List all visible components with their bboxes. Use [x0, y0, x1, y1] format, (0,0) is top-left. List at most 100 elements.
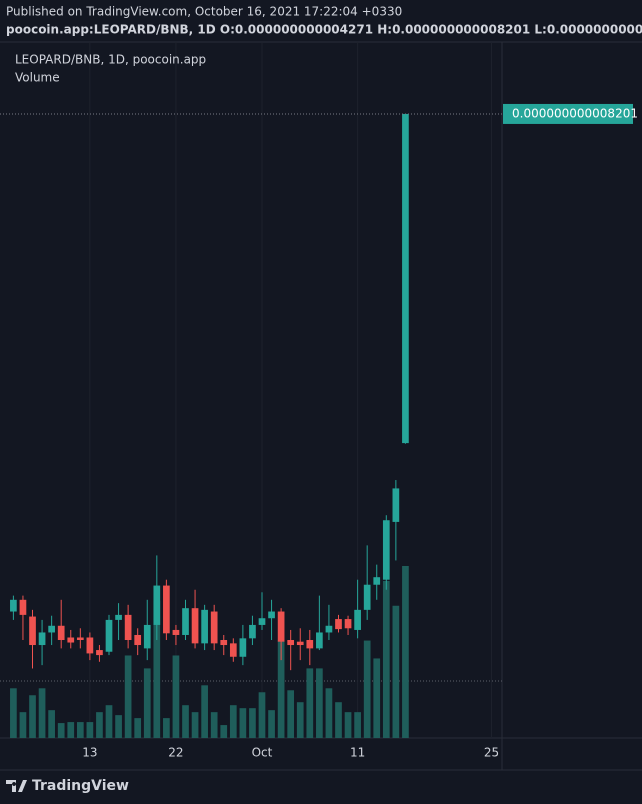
volume-bar: [363, 640, 371, 738]
volume-bar: [325, 688, 333, 738]
volume-bar: [163, 718, 170, 738]
candle-body: [201, 609, 208, 644]
candle-body: [210, 611, 218, 644]
volume-bar: [153, 600, 161, 738]
volume-bar: [316, 668, 323, 738]
volume-bar: [344, 712, 352, 738]
volume-bar: [38, 688, 46, 738]
candle-body: [172, 629, 180, 635]
volume-bar: [67, 722, 75, 738]
volume-bar: [229, 705, 237, 738]
candle-body: [296, 641, 304, 646]
volume-bar: [335, 702, 342, 738]
candle-body: [153, 585, 161, 625]
volume-bar: [115, 715, 122, 738]
x-tick-label: 25: [484, 746, 499, 760]
candle-body: [96, 650, 103, 656]
volume-bar: [19, 712, 27, 738]
volume-bar: [76, 722, 84, 738]
candle-body: [306, 640, 314, 649]
volume-bar: [373, 658, 381, 738]
candle-body: [10, 599, 17, 612]
x-tick-label: 11: [350, 746, 365, 760]
volume-bar: [306, 668, 314, 738]
volume-bar: [182, 705, 189, 738]
volume-bar: [268, 710, 275, 738]
price-label-box: [503, 103, 633, 124]
volume-bar: [382, 580, 390, 738]
volume-bar: [296, 702, 304, 738]
candle-body: [38, 632, 46, 646]
volume-bar: [249, 708, 256, 738]
candle-body: [143, 624, 151, 649]
volume-bar: [105, 705, 113, 738]
candle-body: [76, 637, 84, 641]
volume-bar: [124, 655, 132, 738]
volume-bar: [210, 712, 218, 738]
volume-bar: [10, 688, 17, 738]
candle-body: [191, 608, 199, 644]
volume-bar: [287, 690, 295, 738]
published: Published on TradingView.com, October 16…: [6, 5, 402, 19]
candle-body: [277, 611, 285, 642]
volume-bar: [143, 668, 151, 738]
volume-bar: [277, 640, 285, 738]
candle-body: [86, 637, 94, 654]
candle-body: [287, 640, 295, 646]
volume-bar: [96, 712, 103, 738]
candle-body: [182, 608, 189, 635]
volume-bar: [48, 710, 55, 738]
candle-body: [373, 577, 381, 585]
candle-body: [105, 619, 113, 652]
candle-body: [115, 614, 122, 620]
candle-body: [220, 640, 228, 646]
candle-body: [67, 637, 75, 643]
x-tick-label: Oct: [252, 746, 273, 760]
volume-bar: [239, 708, 247, 738]
candle-body: [29, 616, 36, 646]
volume-bar: [392, 605, 400, 738]
candle-body: [19, 599, 27, 615]
candle-body: [335, 619, 342, 630]
candle-body: [258, 618, 266, 625]
volume-bar: [201, 685, 208, 738]
candle-body: [344, 619, 352, 629]
candle-body: [249, 624, 256, 639]
candle-body: [48, 625, 55, 633]
volume-bar: [29, 695, 36, 738]
candle-body: [124, 614, 132, 641]
candle-body: [268, 611, 275, 619]
volume-bar: [354, 712, 361, 738]
candle-body: [316, 632, 323, 649]
volume-bar: [57, 723, 65, 738]
candle-body: [402, 113, 409, 444]
volume-bar: [134, 718, 142, 738]
ohlc-line: poocoin.app:LEOPARD/BNB, 1D O:0.00000000…: [6, 23, 642, 37]
volume-bar: [191, 712, 199, 738]
candle-body: [229, 643, 237, 657]
price-label: 0.000000000008201: [512, 106, 638, 120]
volume-bar: [258, 692, 266, 738]
candle-body: [163, 585, 170, 634]
candle-body: [134, 634, 142, 646]
x-tick-label: 22: [168, 746, 183, 760]
candle-body: [57, 625, 65, 641]
candle-body: [382, 520, 390, 580]
candle-body: [325, 625, 333, 633]
candle-body: [354, 609, 361, 630]
plot: [10, 42, 492, 738]
candle-body: [363, 584, 371, 610]
legend-volume: Volume: [15, 71, 60, 85]
candle-body: [239, 638, 247, 657]
logo: [6, 780, 27, 792]
volume-bar: [172, 655, 180, 738]
volume-bar: [402, 565, 409, 738]
brand: TradingView: [32, 778, 129, 794]
candle-body: [392, 488, 400, 522]
volume-bar: [220, 725, 228, 738]
volume-bar: [86, 722, 94, 738]
legend-title: LEOPARD/BNB, 1D, poocoin.app: [15, 53, 206, 67]
x-tick-label: 13: [82, 746, 97, 760]
